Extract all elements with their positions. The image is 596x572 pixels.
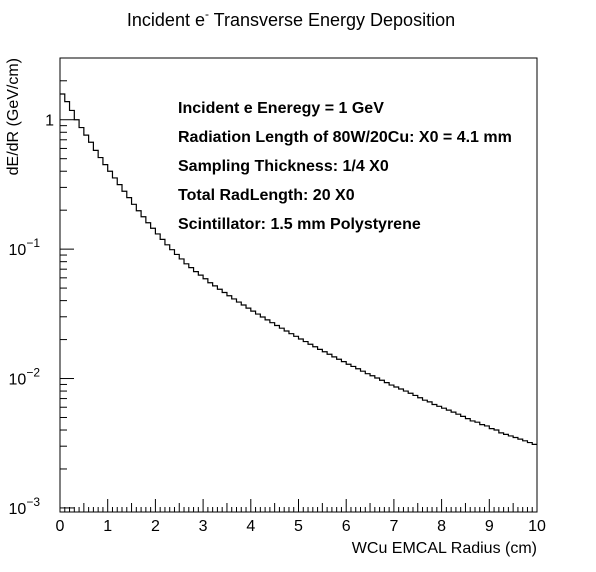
annotation-line: Incident e Eneregy = 1 GeV xyxy=(178,100,384,117)
x-tick-label: 7 xyxy=(389,518,398,535)
chart-title-superscript: - xyxy=(205,7,209,21)
series-layer xyxy=(60,93,537,445)
annotation-line: Sampling Thickness: 1/4 X0 xyxy=(178,158,389,175)
x-tick-label: 1 xyxy=(103,518,112,535)
y-axis-title: dE/dR (GeV/cm) xyxy=(5,58,22,175)
x-tick-label: 5 xyxy=(294,518,303,535)
annotation-line: Total RadLength: 20 X0 xyxy=(178,187,355,204)
x-tick-label: 4 xyxy=(246,518,255,535)
y-tick-label: 10−3 xyxy=(9,495,41,518)
x-axis-title: WCu EMCAL Radius (cm) xyxy=(352,540,537,557)
x-tick-label: 2 xyxy=(151,518,160,535)
plot-frame xyxy=(59,57,538,513)
x-tick-label: 9 xyxy=(485,518,494,535)
x-tick-label: 10 xyxy=(528,518,546,535)
annotation-line: Radiation Length of 80W/20Cu: X0 = 4.1 m… xyxy=(178,129,512,146)
x-tick-label: 0 xyxy=(56,518,65,535)
y-tick-label: 10−2 xyxy=(9,366,41,389)
x-tick-label: 6 xyxy=(342,518,351,535)
x-tick-label: 3 xyxy=(199,518,208,535)
annotation-block: Incident e Eneregy = 1 GeV Radiation Leng… xyxy=(178,100,512,233)
y-tick-label: 10−1 xyxy=(9,236,41,259)
annotation-line: Scintillator: 1.5 mm Polystyrene xyxy=(178,216,421,233)
x-axis: 0 1 2 3 4 5 6 7 8 9 10 xyxy=(56,499,546,535)
y-axis: 1 10−1 10−2 10−3 xyxy=(9,57,74,518)
chart-title: Incident e- Transverse Energy Deposition xyxy=(127,7,455,30)
y-tick-label: 1 xyxy=(45,113,54,130)
x-tick-label: 8 xyxy=(437,518,446,535)
data-series-line xyxy=(60,93,537,445)
